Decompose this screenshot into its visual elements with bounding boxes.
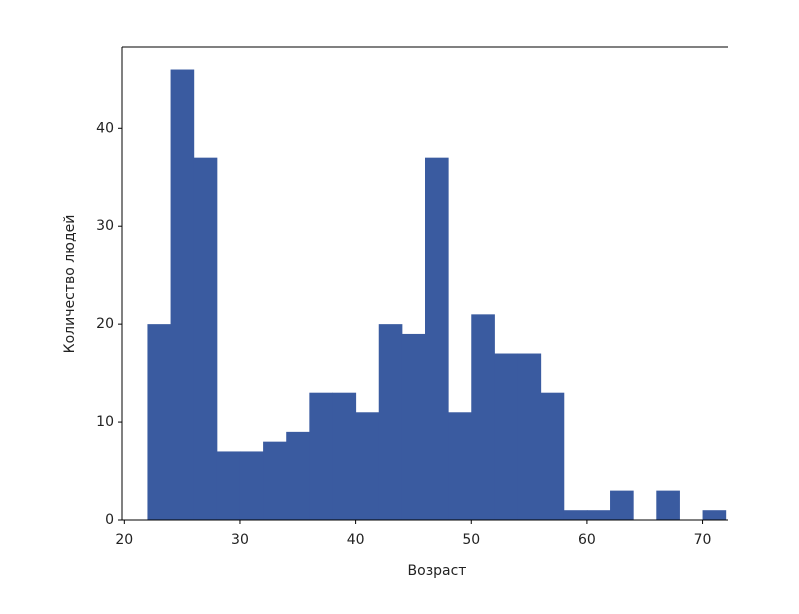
bar: [378, 324, 403, 520]
bar: [193, 157, 218, 520]
bar: [540, 392, 565, 520]
bar: [586, 510, 611, 520]
x-tick-label: 50: [462, 532, 480, 548]
bar: [563, 510, 588, 520]
bar: [702, 510, 727, 520]
bar: [355, 412, 380, 520]
bar: [239, 451, 264, 520]
bar: [401, 333, 426, 520]
x-axis-label: Возраст: [408, 563, 467, 579]
bar: [448, 412, 472, 520]
x-tick-label: 60: [578, 532, 596, 548]
bar: [332, 392, 357, 520]
y-tick-label: 20: [96, 316, 114, 332]
bar: [170, 69, 195, 521]
bar: [263, 441, 287, 520]
x-tick-label: 30: [231, 532, 249, 548]
bar: [610, 490, 634, 520]
bar: [494, 353, 519, 520]
bar: [656, 490, 680, 520]
y-tick-label: 30: [96, 218, 114, 234]
bar: [425, 157, 449, 520]
x-tick-label: 40: [347, 532, 365, 548]
y-tick-label: 0: [105, 512, 114, 528]
x-tick-label: 70: [694, 532, 712, 548]
bar: [517, 353, 542, 520]
bar: [471, 314, 495, 520]
y-axis-label: Количество людей: [62, 215, 78, 354]
bar: [216, 451, 241, 520]
y-tick-label: 40: [96, 120, 114, 136]
bar: [286, 431, 310, 520]
y-tick-label: 10: [96, 414, 114, 430]
x-tick-label: 20: [115, 532, 133, 548]
bar: [309, 392, 333, 520]
bar: [147, 324, 172, 520]
